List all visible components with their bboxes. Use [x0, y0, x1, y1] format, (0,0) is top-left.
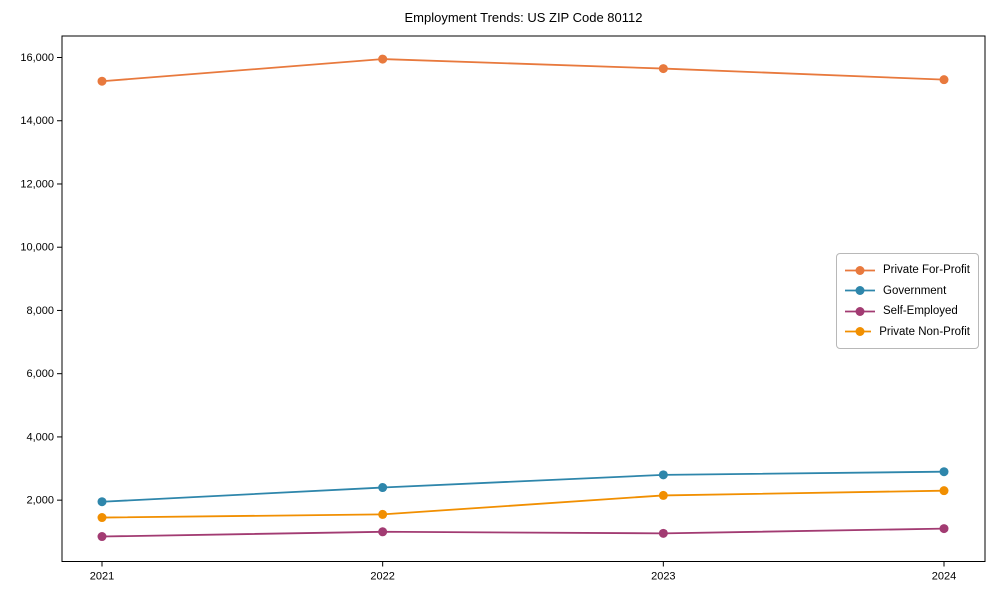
legend-dot — [855, 327, 865, 337]
point-self-employed-2022 — [378, 527, 388, 537]
legend: Private For-Profit Government Self-Employe… — [836, 253, 979, 349]
point-government-2023 — [658, 470, 668, 480]
chart-title: Employment Trends: US ZIP Code 80112 — [404, 10, 643, 25]
point-private-non-profit-2023 — [658, 490, 668, 500]
y-tick-label: 14,000 — [20, 115, 54, 127]
point-self-employed-2023 — [658, 528, 668, 538]
legend-marker-icon — [845, 286, 875, 296]
point-self-employed-2021 — [97, 532, 107, 542]
legend-dot — [855, 265, 865, 275]
y-tick-label: 8,000 — [26, 305, 54, 317]
point-private-for-profit-2022 — [378, 54, 388, 64]
plot-border — [61, 35, 986, 562]
legend-marker-icon — [845, 306, 875, 316]
line-private-non-profit — [101, 489, 945, 519]
y-tick-label: 16,000 — [20, 52, 54, 64]
legend-label: Government — [883, 284, 947, 297]
x-tick-label: 2024 — [932, 571, 956, 583]
legend-label: Private For-Profit — [883, 264, 970, 277]
y-tick-label: 12,000 — [20, 178, 54, 190]
y-tick-label: 10,000 — [20, 242, 54, 254]
point-private-for-profit-2021 — [97, 76, 107, 86]
x-tick-label: 2022 — [370, 571, 394, 583]
legend-marker-icon — [845, 327, 872, 337]
point-government-2024 — [939, 467, 949, 477]
x-tick-label: 2021 — [90, 571, 114, 583]
y-tick-label: 6,000 — [26, 368, 54, 380]
point-government-2022 — [378, 483, 388, 493]
y-tick-label: 2,000 — [26, 495, 54, 507]
y-tick-label: 4,000 — [26, 431, 54, 443]
legend-label: Self-Employed — [883, 305, 958, 318]
legend-dot — [855, 306, 865, 316]
legend-dot — [855, 286, 865, 296]
point-government-2021 — [97, 497, 107, 507]
point-self-employed-2024 — [939, 524, 949, 534]
legend-item-private-for-profit: Private For-Profit — [845, 260, 970, 281]
legend-marker-icon — [845, 265, 875, 275]
line-private-for-profit — [101, 58, 945, 83]
point-private-non-profit-2021 — [97, 513, 107, 523]
legend-item-private-non-profit: Private Non-Profit — [845, 322, 970, 343]
point-private-for-profit-2023 — [658, 64, 668, 74]
legend-item-self-employed: Self-Employed — [845, 301, 970, 322]
line-self-employed — [101, 527, 945, 538]
point-private-non-profit-2024 — [939, 486, 949, 496]
point-private-for-profit-2024 — [939, 75, 949, 85]
x-tick-label: 2023 — [651, 571, 675, 583]
point-private-non-profit-2022 — [378, 509, 388, 519]
line-government — [101, 470, 945, 503]
legend-item-government: Government — [845, 281, 970, 302]
legend-label: Private Non-Profit — [879, 325, 970, 338]
